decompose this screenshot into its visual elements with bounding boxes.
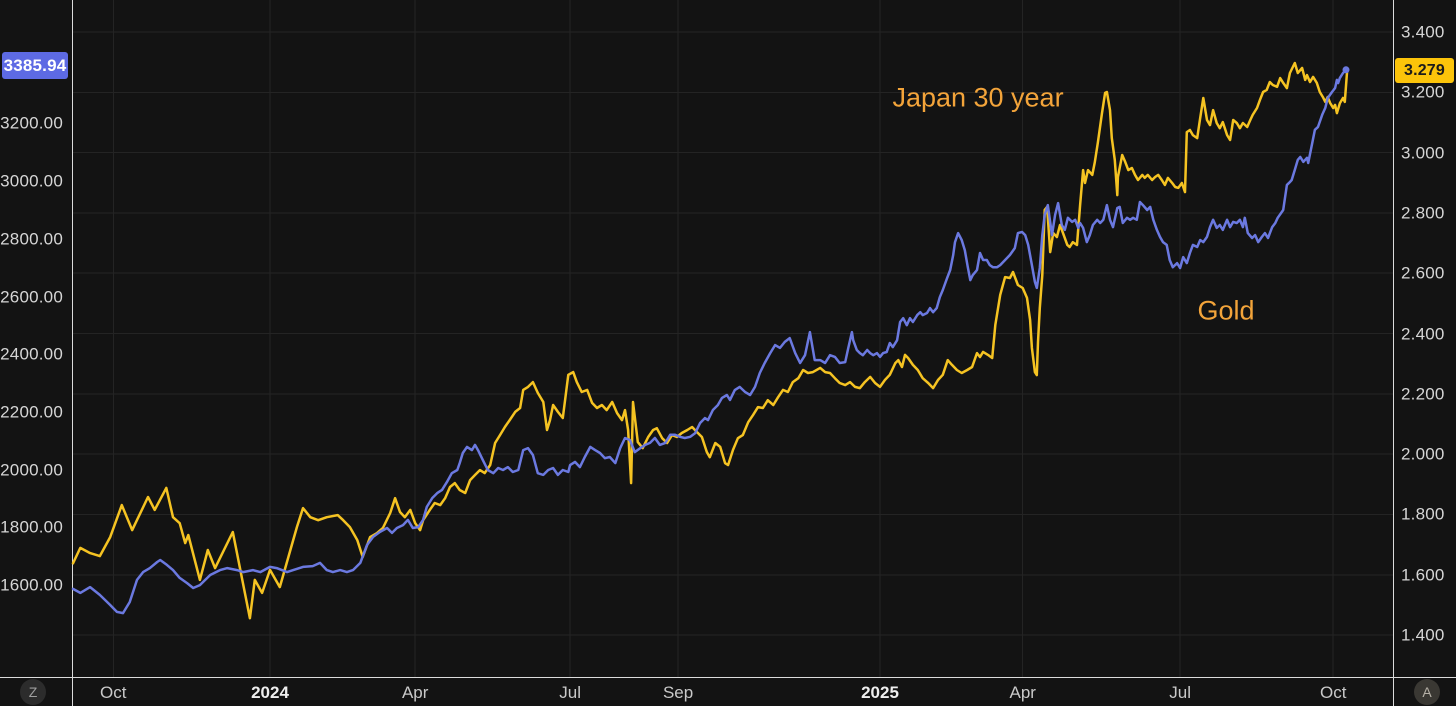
right-axis-tick: 2.000 — [1401, 444, 1445, 464]
series-gold[interactable] — [71, 68, 1348, 615]
series-end-dot — [1342, 66, 1350, 74]
time-axis-tick: 2024 — [251, 683, 289, 702]
time-axis-tick: Apr — [1009, 683, 1036, 702]
right-axis-tick: 2.400 — [1401, 324, 1445, 344]
right-axis-tick: 3.200 — [1401, 82, 1445, 102]
right-axis-tick: 2.600 — [1401, 263, 1445, 283]
jgb-last-price-label: 3.279 — [1395, 58, 1454, 83]
left-axis-tick: 3000.00 — [0, 171, 63, 191]
time-axis-tick: Oct — [1319, 683, 1347, 702]
auto-shortcut-button[interactable]: A — [1414, 679, 1440, 705]
left-axis-tick: 1600.00 — [0, 575, 63, 595]
right-axis-tick: 2.200 — [1401, 384, 1445, 404]
time-axis-tick: 2025 — [861, 683, 899, 702]
left-axis-tick: 2200.00 — [0, 402, 63, 422]
right-axis-tick: 1.400 — [1401, 625, 1445, 645]
left-axis-tick: 3200.00 — [0, 113, 63, 133]
time-axis-tick: Jul — [1169, 683, 1191, 702]
time-axis-tick: Oct — [100, 683, 127, 702]
gold-annotation: Gold — [1197, 295, 1255, 326]
time-axis-tick: Apr — [401, 683, 429, 702]
left-axis-tick: 1800.00 — [0, 517, 63, 537]
left-axis-tick: 2600.00 — [0, 287, 63, 307]
right-axis-tick: 1.600 — [1401, 565, 1445, 585]
right-axis-tick: 1.800 — [1401, 504, 1445, 524]
time-axis-tick: Sep — [662, 683, 694, 702]
zoom-shortcut-button[interactable]: Z — [20, 679, 46, 705]
time-axis-tick: Jul — [559, 683, 581, 702]
gold-last-price-label: 3385.94 — [2, 52, 68, 79]
right-axis-tick: 3.000 — [1401, 143, 1445, 163]
right-axis-tick: 2.800 — [1401, 203, 1445, 223]
series-japan-30-year[interactable] — [71, 61, 1349, 620]
left-axis-tick: 2000.00 — [0, 460, 63, 480]
left-axis-tick: 2800.00 — [0, 229, 63, 249]
japan-30-year-annotation: Japan 30 year — [892, 82, 1064, 113]
left-axis-tick: 2400.00 — [0, 344, 63, 364]
right-axis-tick: 3.400 — [1401, 22, 1445, 42]
